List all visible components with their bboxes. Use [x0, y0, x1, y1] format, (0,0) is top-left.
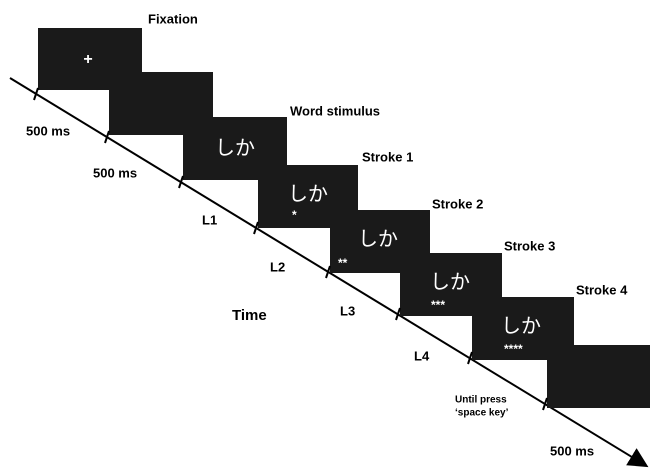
duration: Until press [455, 395, 507, 406]
duration: 500 ms [26, 123, 70, 138]
word: しか [215, 136, 255, 160]
stroke-marks: *** [431, 298, 445, 312]
label: Stroke 1 [362, 149, 413, 164]
stroke-marks: * [292, 208, 297, 222]
word: しか [501, 314, 541, 338]
label: Stroke 3 [504, 238, 555, 253]
word: しか [430, 270, 470, 294]
duration: L3 [340, 303, 355, 318]
fixation-cross: + [83, 51, 92, 68]
label: Stroke 4 [576, 282, 628, 297]
axis-label: Time [232, 307, 267, 324]
label: Word stimulus [290, 103, 380, 118]
screen [547, 345, 650, 408]
word: しか [358, 227, 398, 251]
label: Stroke 2 [432, 196, 483, 211]
ticks [33, 87, 548, 411]
stroke-marks: ** [338, 256, 348, 270]
duration: L1 [202, 212, 217, 227]
label: Fixation [148, 11, 198, 26]
duration: 500 ms [550, 443, 594, 458]
duration: L4 [414, 348, 430, 363]
duration: ‘space key’ [455, 408, 509, 419]
duration: 500 ms [93, 165, 137, 180]
word: しか [288, 182, 328, 206]
stroke-marks: **** [504, 342, 523, 356]
duration: L2 [270, 259, 285, 274]
